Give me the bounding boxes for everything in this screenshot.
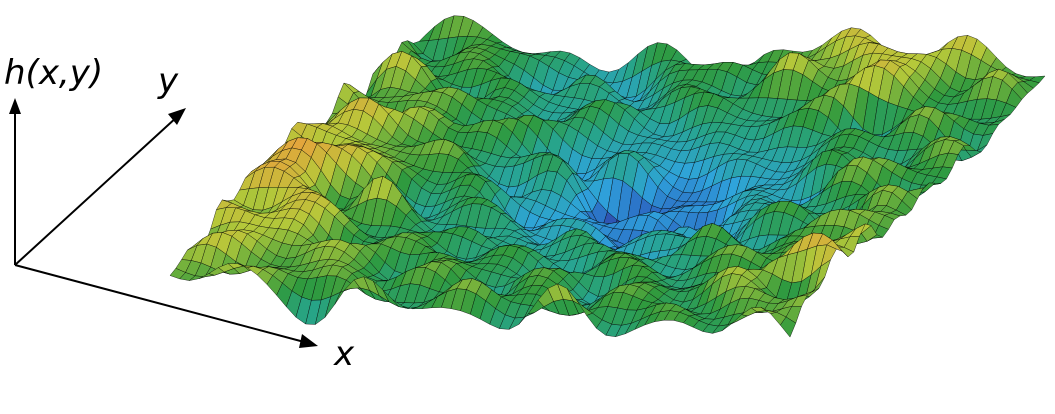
surface-facet [780, 316, 797, 338]
